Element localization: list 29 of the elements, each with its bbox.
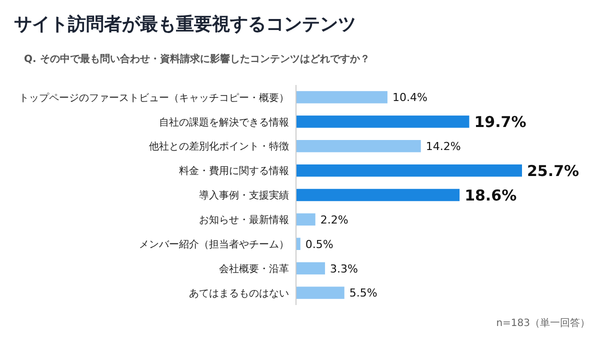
bar xyxy=(296,213,316,226)
data-label: 5.5% xyxy=(349,286,378,300)
chart-title: サイト訪問者が最も重要視するコンテンツ xyxy=(14,14,356,35)
text: n=183（単一回答） xyxy=(496,317,590,329)
data-label: 14.2% xyxy=(426,140,461,154)
bar xyxy=(296,91,388,104)
data-label: 18.6% xyxy=(464,186,517,204)
data-label: 19.7% xyxy=(474,113,526,132)
bar xyxy=(296,164,522,177)
y-tick-label: 会社概要・沿革 xyxy=(219,262,289,275)
bar xyxy=(296,116,470,128)
text: Q. その中で最も問い合わせ・資料請求に影響したコンテンツはどれですか？ xyxy=(24,53,370,65)
data-label: 3.3% xyxy=(330,262,358,276)
y-tick-label: あてはまるものはない xyxy=(189,288,289,300)
y-tick-label: トップページのファーストビュー（キャッチコピー・概要） xyxy=(19,92,289,104)
y-tick-label: 導入事例・支援実績 xyxy=(199,190,289,202)
data-label: 0.5% xyxy=(305,238,334,251)
bar xyxy=(296,140,421,152)
data-label: 10.4% xyxy=(392,91,428,104)
y-tick-label: メンバー紹介（担当者やチーム） xyxy=(139,238,289,250)
data-label: 25.7% xyxy=(527,162,580,180)
y-tick-label: お知らせ・最新情報 xyxy=(199,214,289,226)
y-tick-label: 自社の課題を解決できる情報 xyxy=(159,116,289,128)
y-tick-label: 他社との差別化ポイント・特徴 xyxy=(149,140,289,153)
data-label: 2.2% xyxy=(320,213,348,226)
bar xyxy=(296,262,326,274)
bar xyxy=(296,286,344,299)
y-tick-label: 料金・費用に関する情報 xyxy=(179,165,289,178)
bar xyxy=(296,188,460,202)
